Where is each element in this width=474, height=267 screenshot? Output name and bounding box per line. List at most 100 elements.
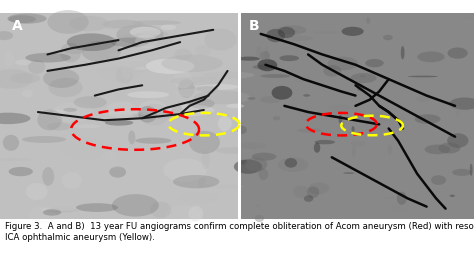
Ellipse shape bbox=[28, 60, 46, 74]
Ellipse shape bbox=[314, 143, 320, 153]
Ellipse shape bbox=[117, 24, 164, 44]
Ellipse shape bbox=[110, 34, 174, 46]
Ellipse shape bbox=[9, 167, 33, 176]
Ellipse shape bbox=[62, 172, 82, 189]
Ellipse shape bbox=[43, 209, 61, 216]
Ellipse shape bbox=[284, 158, 297, 168]
Ellipse shape bbox=[238, 57, 260, 61]
Ellipse shape bbox=[22, 90, 33, 98]
Ellipse shape bbox=[381, 99, 388, 101]
Ellipse shape bbox=[195, 45, 211, 57]
Ellipse shape bbox=[41, 208, 78, 211]
Ellipse shape bbox=[46, 207, 78, 213]
Ellipse shape bbox=[293, 31, 297, 32]
Ellipse shape bbox=[197, 184, 243, 189]
Ellipse shape bbox=[452, 169, 472, 176]
Text: A: A bbox=[12, 19, 23, 33]
Ellipse shape bbox=[247, 97, 255, 100]
Bar bbox=[0, 13, 238, 219]
Ellipse shape bbox=[5, 50, 14, 67]
Ellipse shape bbox=[258, 168, 268, 180]
Ellipse shape bbox=[105, 110, 153, 115]
Ellipse shape bbox=[303, 94, 310, 97]
Ellipse shape bbox=[365, 112, 391, 123]
Ellipse shape bbox=[216, 147, 253, 154]
Ellipse shape bbox=[328, 57, 358, 70]
Ellipse shape bbox=[132, 112, 178, 118]
Ellipse shape bbox=[112, 194, 159, 217]
Ellipse shape bbox=[357, 84, 364, 91]
Ellipse shape bbox=[351, 141, 365, 147]
Text: B: B bbox=[249, 19, 259, 33]
Ellipse shape bbox=[416, 96, 430, 102]
Ellipse shape bbox=[196, 86, 219, 92]
Ellipse shape bbox=[383, 35, 393, 40]
Ellipse shape bbox=[201, 151, 210, 170]
Ellipse shape bbox=[47, 10, 89, 34]
Ellipse shape bbox=[415, 114, 440, 124]
Ellipse shape bbox=[167, 105, 215, 116]
Ellipse shape bbox=[130, 27, 161, 38]
Ellipse shape bbox=[116, 66, 133, 84]
Ellipse shape bbox=[60, 43, 81, 62]
Ellipse shape bbox=[174, 49, 192, 60]
Ellipse shape bbox=[237, 126, 247, 134]
Ellipse shape bbox=[22, 136, 66, 143]
Text: Figure 3.  A and B)  13 year FU angiograms confirm complete obliteration of Acom: Figure 3. A and B) 13 year FU angiograms… bbox=[5, 222, 474, 242]
Ellipse shape bbox=[390, 203, 411, 212]
Ellipse shape bbox=[266, 29, 285, 42]
Ellipse shape bbox=[128, 131, 135, 144]
Ellipse shape bbox=[352, 126, 355, 132]
Ellipse shape bbox=[134, 67, 146, 70]
Ellipse shape bbox=[417, 52, 445, 62]
Ellipse shape bbox=[447, 48, 468, 59]
Ellipse shape bbox=[47, 157, 96, 179]
Ellipse shape bbox=[109, 167, 126, 178]
Ellipse shape bbox=[29, 206, 56, 224]
Ellipse shape bbox=[255, 215, 264, 222]
Ellipse shape bbox=[347, 50, 376, 60]
Ellipse shape bbox=[277, 25, 306, 35]
Ellipse shape bbox=[136, 31, 169, 37]
Ellipse shape bbox=[284, 36, 313, 41]
Ellipse shape bbox=[304, 195, 313, 202]
Ellipse shape bbox=[234, 159, 262, 174]
Ellipse shape bbox=[142, 111, 180, 118]
Ellipse shape bbox=[106, 102, 138, 119]
Bar bbox=[238, 13, 241, 219]
Ellipse shape bbox=[461, 17, 470, 19]
Ellipse shape bbox=[199, 84, 239, 90]
Ellipse shape bbox=[254, 78, 268, 89]
Ellipse shape bbox=[63, 108, 77, 112]
Ellipse shape bbox=[53, 102, 94, 122]
Ellipse shape bbox=[412, 155, 431, 157]
Ellipse shape bbox=[74, 96, 107, 108]
Ellipse shape bbox=[252, 153, 276, 161]
Ellipse shape bbox=[69, 16, 109, 31]
Ellipse shape bbox=[135, 34, 158, 48]
Ellipse shape bbox=[0, 31, 13, 40]
Ellipse shape bbox=[313, 31, 339, 34]
Ellipse shape bbox=[9, 15, 36, 23]
Ellipse shape bbox=[37, 109, 62, 130]
Ellipse shape bbox=[272, 86, 292, 100]
Ellipse shape bbox=[159, 92, 170, 102]
Ellipse shape bbox=[260, 51, 270, 61]
Ellipse shape bbox=[26, 183, 48, 200]
Ellipse shape bbox=[93, 138, 107, 151]
Ellipse shape bbox=[293, 74, 310, 83]
Ellipse shape bbox=[199, 114, 215, 117]
Ellipse shape bbox=[135, 138, 172, 144]
Ellipse shape bbox=[279, 55, 299, 61]
Ellipse shape bbox=[401, 115, 404, 124]
Ellipse shape bbox=[343, 172, 355, 174]
Ellipse shape bbox=[189, 206, 203, 222]
Ellipse shape bbox=[111, 37, 148, 47]
Ellipse shape bbox=[338, 115, 342, 124]
Ellipse shape bbox=[109, 52, 152, 57]
Ellipse shape bbox=[101, 151, 117, 160]
Ellipse shape bbox=[449, 97, 474, 110]
Ellipse shape bbox=[438, 143, 460, 154]
Ellipse shape bbox=[163, 158, 207, 182]
Ellipse shape bbox=[202, 72, 255, 79]
